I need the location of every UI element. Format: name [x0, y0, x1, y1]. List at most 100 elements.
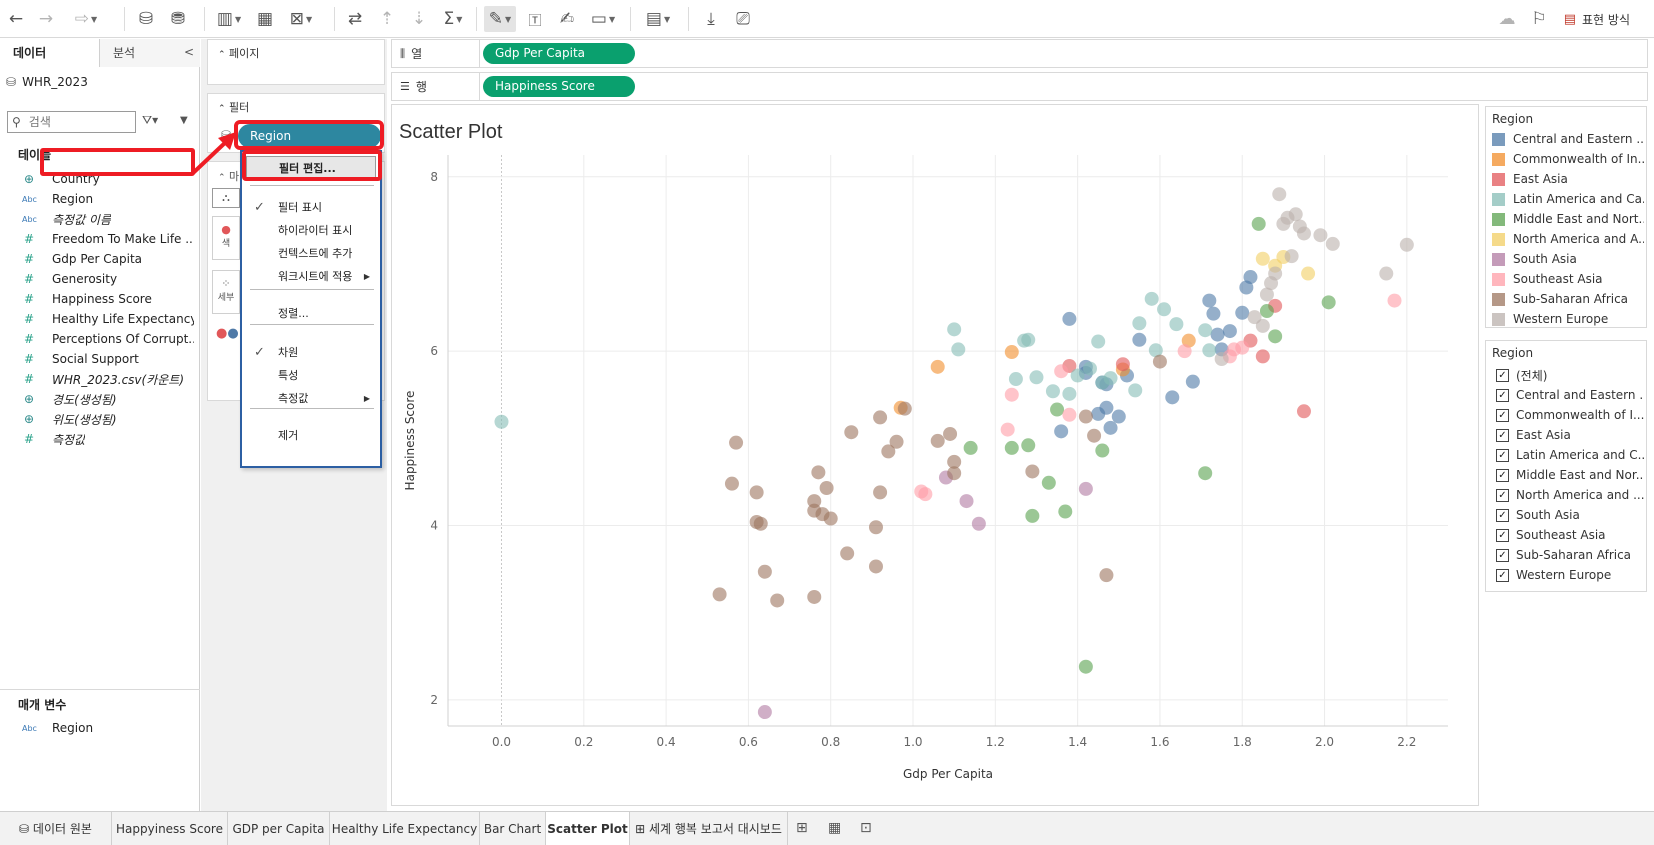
field-item[interactable]: ⊕ 위도(생성됨) [0, 409, 200, 429]
data-point[interactable] [1222, 324, 1237, 339]
menu-item[interactable]: 제거 [242, 424, 380, 446]
sheet-tab[interactable]: Bar Chart [480, 812, 546, 845]
filter-fields-icon[interactable]: ⛛▾ [142, 113, 159, 127]
field-item[interactable]: # Generosity [0, 269, 200, 289]
data-point[interactable] [770, 593, 785, 608]
legend-item[interactable]: Middle East and Nort... [1492, 209, 1644, 229]
data-point[interactable] [918, 487, 933, 502]
menu-item[interactable]: 컨텍스트에 추가 [242, 242, 380, 264]
data-point[interactable] [1054, 364, 1069, 379]
new-worksheet-tab-icon[interactable]: ⊞ [796, 820, 808, 836]
data-point[interactable] [1169, 317, 1184, 332]
redo-history-icon[interactable]: ⇨ ▼ [74, 9, 98, 29]
data-point[interactable] [1301, 266, 1316, 281]
data-point[interactable] [1272, 187, 1287, 202]
data-point[interactable] [1259, 304, 1274, 319]
filter-checkbox-item[interactable]: ✓ Central and Eastern ... [1496, 385, 1644, 405]
data-point[interactable] [1128, 383, 1143, 398]
data-point[interactable] [749, 485, 764, 500]
data-point[interactable] [819, 481, 834, 496]
new-story-tab-icon[interactable]: ⊡ [860, 820, 872, 836]
data-point[interactable] [1095, 443, 1110, 458]
show-me-icon[interactable]: ▤ ▼ [645, 9, 671, 29]
filter-checkbox-item[interactable]: ✓ Southeast Asia [1496, 525, 1644, 545]
pages-card[interactable]: ⌃ 페이지 [207, 39, 385, 85]
data-point[interactable] [1050, 402, 1065, 417]
data-point[interactable] [1132, 316, 1147, 331]
legend-item[interactable]: Southeast Asia [1492, 269, 1644, 289]
data-point[interactable] [1004, 440, 1019, 455]
sheet-tab[interactable]: ⛁ 데이터 원본 [0, 812, 112, 845]
data-point[interactable] [1202, 293, 1217, 308]
legend-item[interactable]: Sub-Saharan Africa [1492, 289, 1644, 309]
checkbox-checked-icon[interactable]: ✓ [1496, 508, 1509, 522]
datasource-item[interactable]: ⛁ WHR_2023 [6, 75, 88, 89]
data-point[interactable] [840, 546, 855, 561]
field-item[interactable]: Abc Region [0, 189, 200, 209]
data-point[interactable] [1214, 351, 1229, 366]
sheet-tab[interactable]: ⊞ 세계 행복 보고서 대시보드 [630, 812, 788, 845]
data-point[interactable] [897, 401, 912, 416]
filter-checkbox-item[interactable]: ✓ Middle East and Nor... [1496, 465, 1644, 485]
swap-axes-icon[interactable]: ⇄ [347, 9, 363, 29]
filter-checkbox-item[interactable]: ✓ East Asia [1496, 425, 1644, 445]
sort-ascending-icon[interactable]: ⇡ [379, 9, 395, 29]
show-me-button[interactable]: ▤ 표현 방식 [1563, 12, 1630, 27]
sheet-tab[interactable]: Healthy Life Expectancy [330, 812, 480, 845]
data-point[interactable] [1157, 302, 1172, 317]
data-point[interactable] [1004, 345, 1019, 360]
filter-pill-region[interactable]: Region [238, 124, 381, 148]
field-item[interactable]: ⊕ 경도(생성됨) [0, 389, 200, 409]
field-item[interactable]: # Freedom To Make Life ... [0, 229, 200, 249]
collapse-pane-icon[interactable]: < [183, 45, 194, 59]
annotate-icon[interactable]: ✍ [559, 9, 575, 29]
download-icon[interactable]: ⤓ [707, 9, 715, 29]
data-point[interactable] [1284, 249, 1299, 264]
data-point[interactable] [868, 559, 883, 574]
data-point[interactable] [971, 516, 986, 531]
filter-checkbox-item[interactable]: ✓ South Asia [1496, 505, 1644, 525]
data-point[interactable] [1000, 422, 1015, 437]
menu-item[interactable]: 정렬... [242, 302, 380, 324]
duplicate-sheet-icon[interactable]: ▦ [256, 9, 274, 29]
data-point[interactable] [1054, 424, 1069, 439]
field-item[interactable]: Abc 측정값 이름 [0, 209, 200, 229]
mark-type-icon[interactable]: ⛬ [212, 188, 240, 208]
checkbox-checked-icon[interactable]: ✓ [1496, 428, 1509, 442]
data-point[interactable] [868, 520, 883, 535]
field-item[interactable]: # Healthy Life Expectancy [0, 309, 200, 329]
checkbox-checked-icon[interactable]: ✓ [1496, 528, 1509, 542]
data-point[interactable] [1177, 344, 1192, 359]
new-worksheet-icon[interactable]: ▥ ▼ [216, 9, 242, 29]
menu-item[interactable]: 하이라이터 표시 [242, 219, 380, 241]
data-point[interactable] [947, 322, 962, 337]
columns-shelf[interactable]: ⫼ 열 Gdp Per Capita [391, 39, 1648, 68]
data-point[interactable] [1078, 409, 1093, 424]
region-filter-card[interactable]: Region ✓ (전체) ✓ Central and Eastern ... ✓ Com… [1485, 340, 1647, 592]
sort-descending-icon[interactable]: ⇣ [411, 9, 427, 29]
field-item[interactable]: # Gdp Per Capita [0, 249, 200, 269]
data-point[interactable] [1041, 475, 1056, 490]
data-point[interactable] [823, 511, 838, 526]
data-point[interactable] [1091, 334, 1106, 349]
field-item[interactable]: # Perceptions Of Corrupt... [0, 329, 200, 349]
menu-item[interactable]: 특성 [242, 364, 380, 386]
data-point[interactable] [1025, 508, 1040, 523]
data-point[interactable] [1078, 481, 1093, 496]
scatter-plot-view[interactable]: Scatter Plot 0.0 0.2 0.4 0.6 0.8 1.0 1.2 1.4 1.6… [391, 104, 1479, 806]
search-box[interactable]: ⚲ [7, 111, 136, 133]
data-point[interactable] [1111, 409, 1126, 424]
data-point[interactable] [1210, 327, 1225, 342]
data-point[interactable] [1004, 387, 1019, 402]
search-input[interactable] [28, 115, 119, 129]
data-point[interactable] [1243, 270, 1258, 285]
data-point[interactable] [1070, 368, 1085, 383]
data-point[interactable] [1087, 428, 1102, 443]
sheet-tab[interactable]: Happyiness Score [112, 812, 228, 845]
back-icon[interactable]: ← [8, 9, 24, 29]
color-legend-pill-icon[interactable]: ●● [216, 326, 239, 341]
data-point[interactable] [1132, 332, 1147, 347]
data-point[interactable] [1062, 311, 1077, 326]
data-point[interactable] [1058, 504, 1073, 519]
data-point[interactable] [1255, 318, 1270, 333]
